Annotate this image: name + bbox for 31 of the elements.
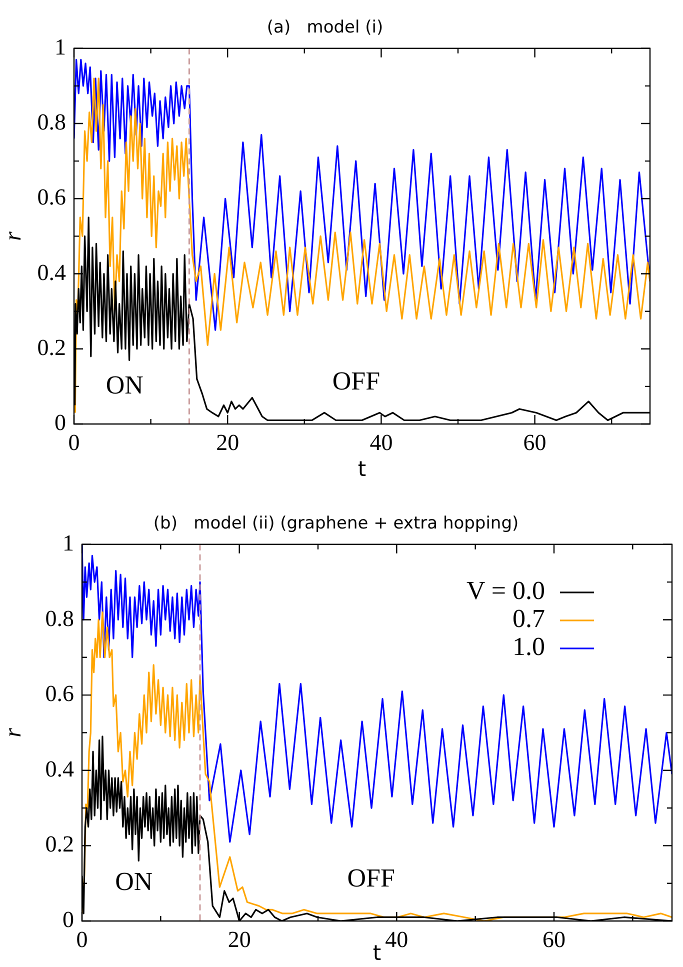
legend-label: V = 0.0	[466, 576, 545, 606]
y-axis-title: r	[0, 230, 27, 241]
annotation: ON	[106, 370, 144, 400]
x-axis-title: t	[358, 456, 366, 481]
y-tick-label: 0.8	[37, 110, 66, 135]
legend-label: 1.0	[512, 632, 545, 662]
y-tick-label: 0.6	[45, 681, 74, 706]
y-axis-title: r	[0, 727, 27, 738]
y-tick-label: 0.2	[37, 334, 66, 360]
annotation: ON	[115, 867, 153, 896]
y-tick-label: 0.6	[37, 184, 66, 210]
chart-title: (a) model (i)	[266, 18, 384, 38]
annotation: OFF	[332, 366, 380, 396]
legend-label: 0.7	[512, 604, 545, 634]
x-tick-label: 20	[228, 926, 251, 952]
y-tick-label: 0.4	[37, 260, 66, 285]
y-tick-label: 1	[62, 530, 74, 556]
y-tick-label: 0.8	[45, 606, 74, 631]
x-axis-title: t	[372, 940, 382, 965]
x-tick-label: 40	[385, 926, 408, 952]
y-tick-label: 0.4	[45, 756, 74, 782]
y-tick-label: 0.2	[45, 832, 74, 857]
x-tick-label: 20	[216, 430, 240, 455]
chart-title: (b) model (ii) (graphene + extra hopping)	[153, 514, 519, 534]
x-tick-label: 40	[370, 430, 393, 455]
y-tick-label: 1	[54, 34, 66, 60]
annotation: OFF	[347, 863, 395, 892]
x-tick-label: 60	[523, 430, 546, 455]
y-tick-label: 0	[62, 907, 74, 932]
x-tick-label: 60	[542, 926, 566, 952]
y-tick-label: 0	[54, 410, 66, 436]
